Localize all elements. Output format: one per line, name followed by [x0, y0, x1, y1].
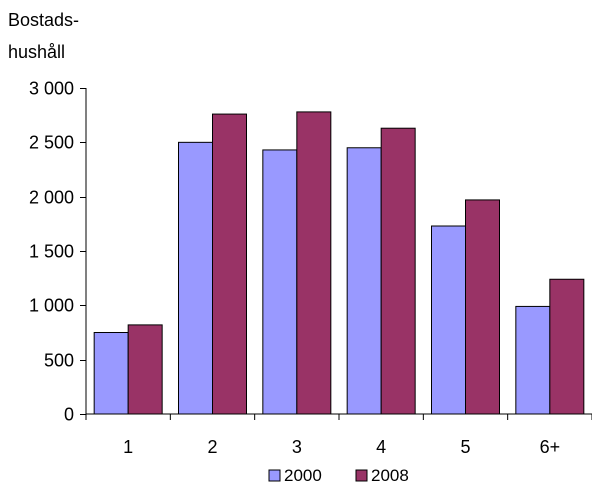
bar-2000-2: [178, 141, 213, 415]
plot-area: 0 500 1 000 1 500 2 000 2 500 3 000 1 2 3 4 5 6+: [29, 79, 592, 457]
y-tick-label: 3 000: [29, 79, 74, 99]
y-axis-label-line-2: hushåll: [8, 42, 65, 62]
x-tick-label: 1: [123, 437, 133, 457]
y-tick-label: 1 000: [29, 296, 74, 316]
bar-2008-4: [380, 127, 416, 415]
legend-label-2000: 2000: [284, 466, 322, 485]
bar-2000-5: [431, 225, 466, 415]
y-tick-label: 2 500: [29, 133, 74, 153]
x-tick-label: 4: [376, 437, 386, 457]
x-tick-label: 2: [207, 437, 217, 457]
legend-swatch-2008: [355, 469, 368, 482]
bar-2008-2: [212, 113, 247, 415]
y-axis-label-line-1: Bostads-: [8, 10, 79, 30]
legend-label-2008: 2008: [371, 466, 409, 485]
x-tick-label: 6+: [540, 437, 561, 457]
bar-2000-1: [93, 332, 129, 415]
bar-2008-6+: [549, 278, 585, 415]
y-tick-label: 500: [44, 351, 74, 371]
y-tick-label: 0: [64, 405, 74, 425]
x-tick-label: 3: [292, 437, 302, 457]
bar-2008-1: [127, 324, 163, 415]
x-tick-label: 5: [460, 437, 470, 457]
bar-2000-3: [262, 149, 298, 415]
legend-swatch-2000: [268, 469, 281, 482]
legend: 2000 2008: [268, 466, 409, 485]
bar-2008-5: [465, 199, 500, 415]
clipped-title-fragment: [0, 0, 592, 4]
y-tick-label: 1 500: [29, 242, 74, 262]
bar-2000-6+: [515, 305, 551, 415]
bar-2008-3: [296, 111, 332, 415]
bar-2000-4: [346, 147, 382, 415]
y-tick-label: 2 000: [29, 188, 74, 208]
